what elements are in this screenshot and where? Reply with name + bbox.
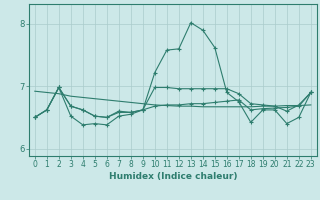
X-axis label: Humidex (Indice chaleur): Humidex (Indice chaleur) (108, 172, 237, 181)
